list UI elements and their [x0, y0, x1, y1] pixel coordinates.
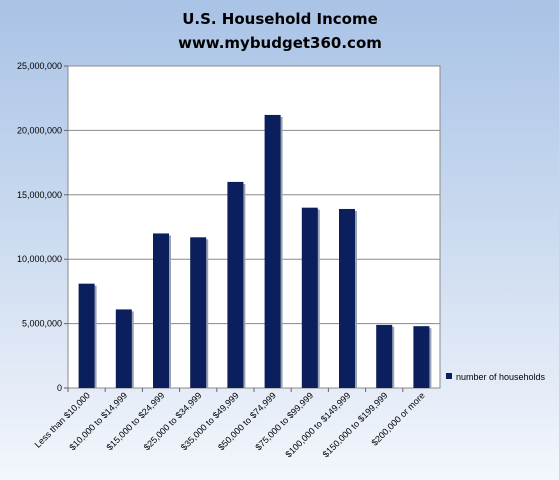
legend: number of households — [446, 372, 546, 382]
bar — [376, 324, 393, 388]
y-axis-ticks: 0 5,000,000 10,000,000 15,000,000 20,000,000… — [17, 61, 68, 393]
y-tick-label: 10,000,000 — [17, 254, 62, 264]
y-tick-label: 0 — [57, 383, 62, 393]
chart-subtitle: www.mybudget360.com — [178, 34, 382, 52]
legend-label: number of households — [456, 372, 546, 382]
y-tick-label: 5,000,000 — [22, 319, 62, 329]
bar — [115, 309, 132, 388]
bar — [413, 326, 430, 388]
bar-series — [78, 114, 432, 388]
x-category-label: $100,000 to $149,999 — [283, 390, 352, 459]
y-tick-label: 20,000,000 — [17, 125, 62, 135]
bar — [227, 181, 244, 388]
bar — [301, 207, 318, 388]
x-axis-labels: Less than $10,000$10,000 to $14,999$15,0… — [33, 388, 427, 459]
legend-swatch — [446, 373, 452, 379]
x-category-label: $150,000 to $199,999 — [321, 390, 390, 459]
bar — [339, 208, 355, 388]
chart-title: U.S. Household Income — [182, 10, 378, 28]
bar — [264, 114, 281, 388]
bar — [190, 237, 207, 388]
bar — [153, 233, 169, 388]
y-tick-label: 25,000,000 — [17, 61, 62, 71]
bar — [78, 283, 95, 388]
y-tick-label: 15,000,000 — [17, 190, 62, 200]
